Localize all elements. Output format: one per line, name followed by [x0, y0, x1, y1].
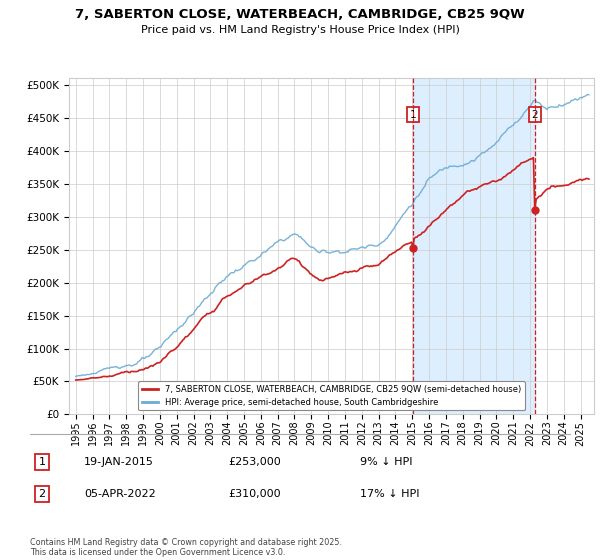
Text: 1: 1	[410, 110, 416, 120]
Text: 9% ↓ HPI: 9% ↓ HPI	[360, 457, 413, 467]
Text: £310,000: £310,000	[228, 489, 281, 499]
Text: Price paid vs. HM Land Registry's House Price Index (HPI): Price paid vs. HM Land Registry's House …	[140, 25, 460, 35]
Text: 1: 1	[38, 457, 46, 467]
Text: 2: 2	[38, 489, 46, 499]
Text: £253,000: £253,000	[228, 457, 281, 467]
Text: 2: 2	[532, 110, 538, 120]
Text: 7, SABERTON CLOSE, WATERBEACH, CAMBRIDGE, CB25 9QW: 7, SABERTON CLOSE, WATERBEACH, CAMBRIDGE…	[75, 8, 525, 21]
Text: 17% ↓ HPI: 17% ↓ HPI	[360, 489, 419, 499]
Legend: 7, SABERTON CLOSE, WATERBEACH, CAMBRIDGE, CB25 9QW (semi-detached house), HPI: A: 7, SABERTON CLOSE, WATERBEACH, CAMBRIDGE…	[139, 381, 524, 410]
Text: 05-APR-2022: 05-APR-2022	[84, 489, 156, 499]
Text: Contains HM Land Registry data © Crown copyright and database right 2025.
This d: Contains HM Land Registry data © Crown c…	[30, 538, 342, 557]
Text: 19-JAN-2015: 19-JAN-2015	[84, 457, 154, 467]
Bar	[413, 78, 535, 414]
